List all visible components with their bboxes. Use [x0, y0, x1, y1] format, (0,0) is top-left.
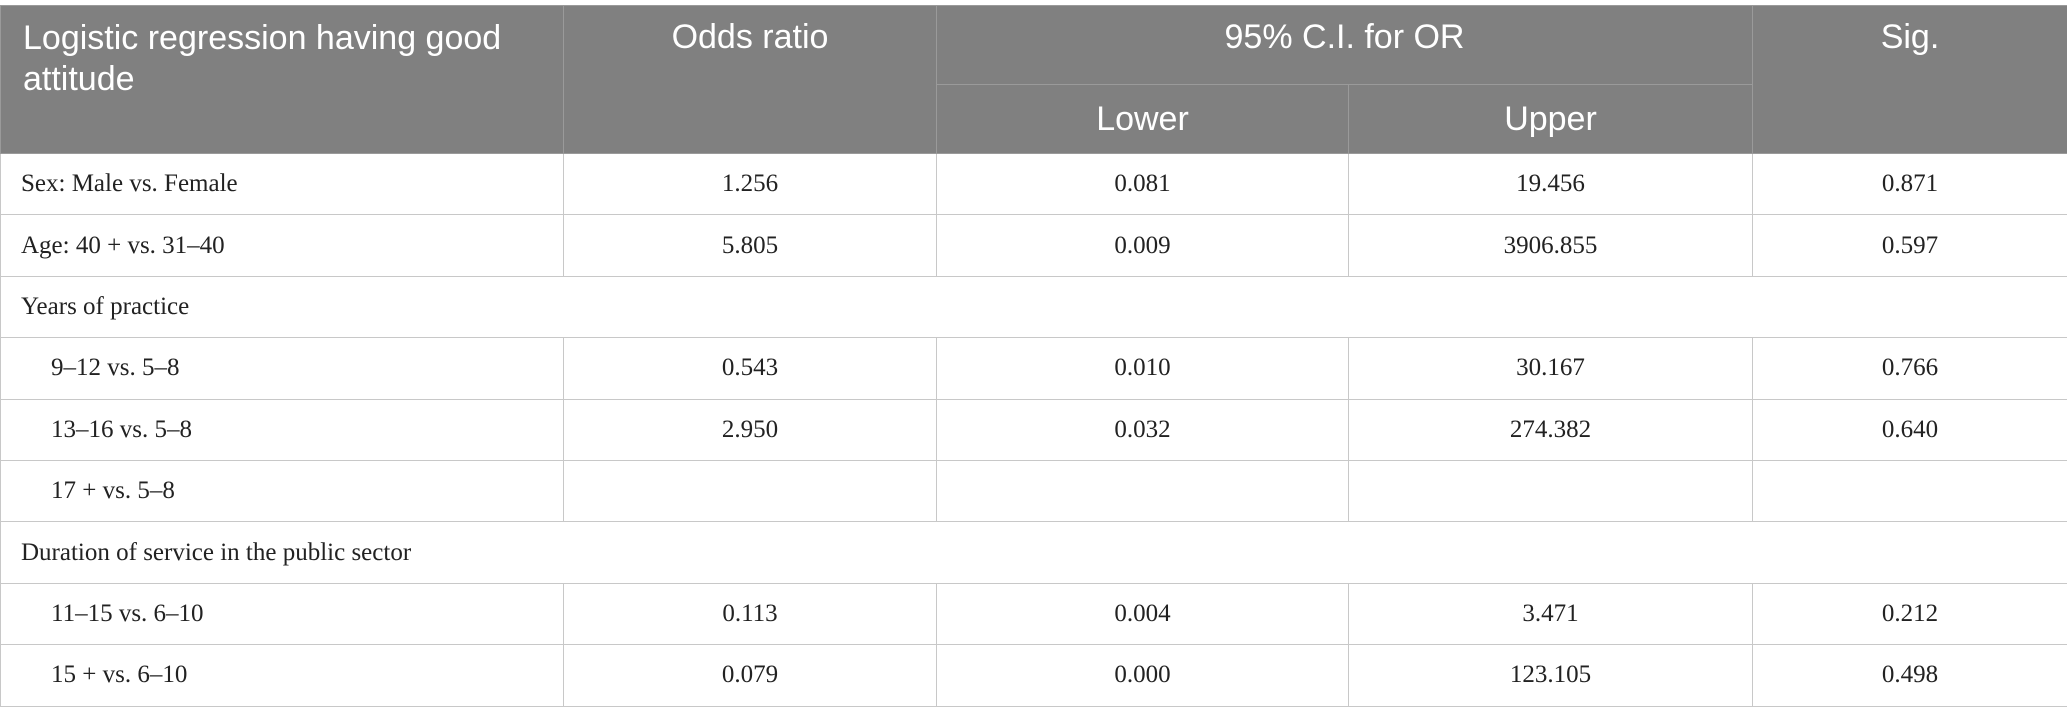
table-cell: 30.167 [1348, 337, 1753, 400]
table-row: Age: 40 + vs. 31–40 5.805 0.009 3906.855 0.5… [0, 214, 2067, 277]
header-cell: Logistic regression having good attitude [0, 5, 564, 154]
table-cell: 1.256 [563, 152, 937, 216]
row-label: 9–12 vs. 5–8 [0, 337, 564, 400]
table-cell: 0.766 [1752, 337, 2067, 400]
header-cell: Odds ratio [563, 5, 937, 154]
row-label: 11–15 vs. 6–10 [0, 582, 564, 646]
table-cell [936, 459, 1349, 523]
table-cell: 5.805 [563, 214, 937, 277]
row-label: 17 + vs. 5–8 [0, 459, 564, 523]
row-label: Sex: Male vs. Female [0, 152, 564, 216]
table-body: Sex: Male vs. Female 1.256 0.081 19.456 0.87… [0, 152, 2067, 707]
table-cell: 0.597 [1752, 214, 2067, 277]
table-cell: 0.081 [936, 152, 1349, 216]
section-label: Years of practice [0, 275, 2067, 339]
table-cell: 3906.855 [1348, 214, 1753, 277]
row-label: 13–16 vs. 5–8 [0, 398, 564, 461]
table-row: 17 + vs. 5–8 [0, 459, 2067, 523]
table-cell: 0.010 [936, 337, 1349, 400]
table-row: 9–12 vs. 5–8 0.543 0.010 30.167 0.766 [0, 337, 2067, 400]
table-cell: 0.640 [1752, 398, 2067, 461]
table-cell [1752, 459, 2067, 523]
table-cell: 19.456 [1348, 152, 1753, 216]
table-cell: 0.004 [936, 582, 1349, 646]
header-cell: Lower [936, 84, 1349, 154]
table-cell: 0.543 [563, 337, 937, 400]
table-cell: 2.950 [563, 398, 937, 461]
header-cell: 95% C.I. for OR [936, 5, 1753, 85]
table-cell: 0.032 [936, 398, 1349, 461]
table-cell [563, 459, 937, 523]
table-cell: 123.105 [1348, 644, 1753, 707]
table-cell: 0.871 [1752, 152, 2067, 216]
table-cell [1348, 459, 1753, 523]
section-label: Duration of service in the public sector [0, 521, 2067, 584]
table-cell: 0.498 [1752, 644, 2067, 707]
table-row: 11–15 vs. 6–10 0.113 0.004 3.471 0.212 [0, 582, 2067, 646]
table-cell: 0.000 [936, 644, 1349, 707]
section-row: Years of practice [0, 275, 2067, 339]
table-cell: 0.079 [563, 644, 937, 707]
header-cell: Upper [1348, 84, 1753, 154]
header-cell: Sig. [1752, 5, 2067, 154]
table-cell: 0.009 [936, 214, 1349, 277]
table-cell: 0.212 [1752, 582, 2067, 646]
table-row: Sex: Male vs. Female 1.256 0.081 19.456 0.87… [0, 152, 2067, 216]
section-row: Duration of service in the public sector [0, 521, 2067, 584]
regression-table: Logistic regression having good attitude… [0, 5, 2067, 707]
table-cell: 3.471 [1348, 582, 1753, 646]
row-label: 15 + vs. 6–10 [0, 644, 564, 707]
table-cell: 274.382 [1348, 398, 1753, 461]
table-cell: 0.113 [563, 582, 937, 646]
table-row: 13–16 vs. 5–8 2.950 0.032 274.382 0.640 [0, 398, 2067, 461]
table-row: 15 + vs. 6–10 0.079 0.000 123.105 0.498 [0, 644, 2067, 707]
row-label: Age: 40 + vs. 31–40 [0, 214, 564, 277]
